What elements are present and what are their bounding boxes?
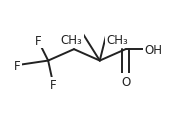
Text: OH: OH: [144, 43, 163, 56]
Text: F: F: [50, 78, 57, 91]
Text: CH₃: CH₃: [107, 34, 128, 47]
Text: O: O: [121, 75, 130, 88]
Text: CH₃: CH₃: [61, 34, 83, 47]
Text: F: F: [14, 59, 20, 72]
Text: F: F: [35, 34, 41, 47]
